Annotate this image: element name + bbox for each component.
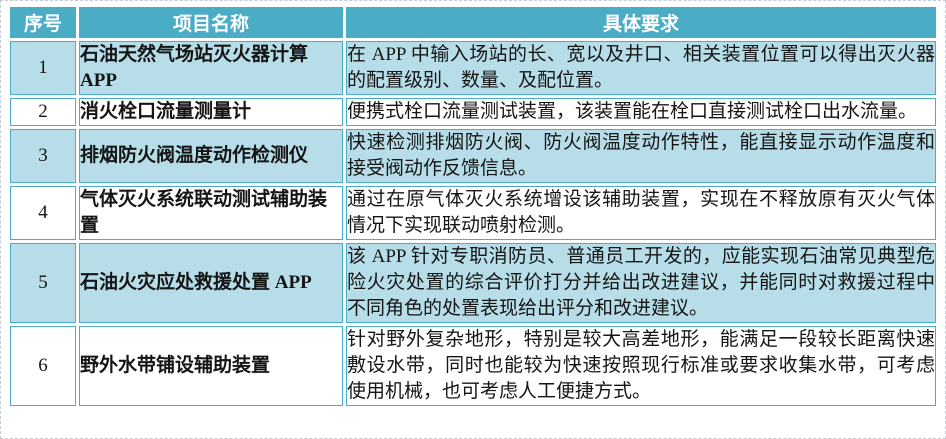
table-header-row: 序号 项目名称 具体要求	[10, 7, 936, 38]
table-row: 5 石油火灾应处救援处置 APP 该 APP 针对专职消防员、普通员工开发的，应能实…	[10, 243, 936, 323]
requirement-cell: 快速检测排烟防火阀、防火阀温度动作特性，能直接显示动作温度和接受阀动作反馈信息。	[346, 129, 936, 183]
project-requirements-table: 序号 项目名称 具体要求 1 石油天然气场站灭火器计算APP 在 APP 中输入场站…	[7, 4, 939, 409]
header-cell-project-name: 项目名称	[79, 7, 343, 38]
row-number-cell: 6	[10, 326, 76, 406]
requirement-cell: 通过在原气体灭火系统增设该辅助装置，实现在不释放原有灭火气体情况下实现联动喷射检…	[346, 186, 936, 240]
requirement-cell: 针对野外复杂地形，特别是较大高差地形，能满足一段较长距离快速敷设水带，同时也能较…	[346, 326, 936, 406]
table-row: 1 石油天然气场站灭火器计算APP 在 APP 中输入场站的长、宽以及井口、相关装置…	[10, 41, 936, 95]
project-name-cell: 消火栓口流量测量计	[79, 98, 343, 126]
row-number-cell: 3	[10, 129, 76, 183]
table-body: 1 石油天然气场站灭火器计算APP 在 APP 中输入场站的长、宽以及井口、相关装置…	[10, 41, 936, 406]
requirement-cell: 该 APP 针对专职消防员、普通员工开发的，应能实现石油常见典型危险火灾处置的综…	[346, 243, 936, 323]
project-name-cell: 气体灭火系统联动测试辅助装置	[79, 186, 343, 240]
table-row: 3 排烟防火阀温度动作检测仪 快速检测排烟防火阀、防火阀温度动作特性，能直接显示动作…	[10, 129, 936, 183]
table-row: 2 消火栓口流量测量计 便携式栓口流量测试装置，该装置能在栓口直接测试栓口出水流量。	[10, 98, 936, 126]
table-row: 6 野外水带铺设辅助装置 针对野外复杂地形，特别是较大高差地形，能满足一段较长距离快…	[10, 326, 936, 406]
row-number-cell: 4	[10, 186, 76, 240]
project-name-cell: 排烟防火阀温度动作检测仪	[79, 129, 343, 183]
row-number-cell: 1	[10, 41, 76, 95]
row-number-cell: 2	[10, 98, 76, 126]
project-name-cell: 石油火灾应处救援处置 APP	[79, 243, 343, 323]
header-cell-requirements: 具体要求	[346, 7, 936, 38]
project-name-cell: 石油天然气场站灭火器计算APP	[79, 41, 343, 95]
header-cell-number: 序号	[10, 7, 76, 38]
requirement-cell: 在 APP 中输入场站的长、宽以及井口、相关装置位置可以得出灭火器的配置级别、数…	[346, 41, 936, 95]
project-name-cell: 野外水带铺设辅助装置	[79, 326, 343, 406]
row-number-cell: 5	[10, 243, 76, 323]
requirement-cell: 便携式栓口流量测试装置，该装置能在栓口直接测试栓口出水流量。	[346, 98, 936, 126]
table-row: 4 气体灭火系统联动测试辅助装置 通过在原气体灭火系统增设该辅助装置，实现在不释放原…	[10, 186, 936, 240]
